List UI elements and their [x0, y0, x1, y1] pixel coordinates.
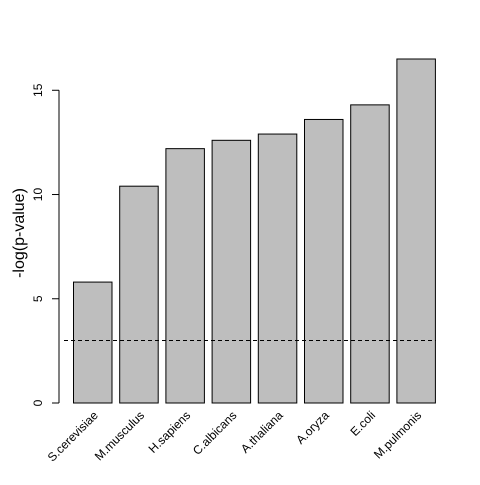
- x-tick-label-m-pulmonis: M.pulmonis: [371, 408, 424, 461]
- x-tick-labels: S.cerevisiaeM.musculusH.sapiensC.albican…: [45, 408, 425, 464]
- x-tick-label-e-coli: E.coli: [347, 408, 378, 439]
- x-tick-label-h-sapiens: H.sapiens: [146, 408, 194, 456]
- y-tick-label-10: 10: [31, 188, 45, 202]
- x-tick-label-m-musculus: M.musculus: [92, 408, 147, 463]
- bars-layer: [73, 58, 436, 404]
- bar-a-oryza: [304, 118, 344, 404]
- bar-s-cerevisiae: [73, 281, 113, 404]
- bar-h-sapiens: [165, 148, 205, 404]
- bar-e-coli: [350, 104, 390, 404]
- y-axis: 0 5 10 15: [31, 83, 60, 406]
- bar-c-albicans: [211, 139, 252, 404]
- bar-a-thaliana: [257, 133, 298, 404]
- x-tick-label-c-albicans: C.albicans: [190, 408, 240, 458]
- bar-m-musculus: [119, 185, 159, 404]
- x-tick-label-a-thaliana: A.thaliana: [238, 408, 286, 456]
- y-tick-label-5: 5: [31, 295, 45, 302]
- y-axis-label: -log(p-value): [11, 188, 28, 278]
- bar-m-pulmonis: [396, 58, 436, 404]
- x-tick-label-s-cerevisiae: S.cerevisiae: [45, 408, 101, 464]
- y-tick-label-15: 15: [31, 83, 45, 97]
- x-tick-label-a-oryza: A.oryza: [293, 408, 332, 447]
- y-tick-label-0: 0: [31, 399, 45, 406]
